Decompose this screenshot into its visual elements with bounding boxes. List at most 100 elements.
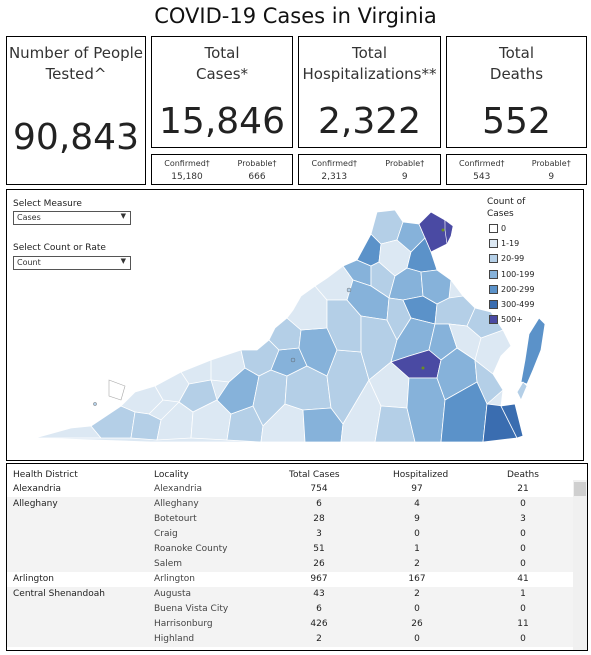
virginia-choropleth-map[interactable] (31, 200, 551, 450)
hosp-confirmed-label: Confirmed† (311, 159, 358, 168)
col-header-deaths[interactable]: Deaths (507, 470, 539, 480)
kpi-hosp-label-line1: Total (351, 44, 388, 62)
cell-total-cases: 6 (316, 499, 322, 509)
chevron-down-icon: ▼ (120, 257, 126, 265)
legend-swatch (489, 254, 498, 263)
table-row[interactable]: Alleghany Alleghany 6 4 0 (7, 497, 573, 512)
select-measure-value: Cases (17, 213, 41, 222)
region-greensville[interactable] (406, 377, 446, 443)
cell-deaths: 1 (520, 589, 526, 599)
col-header-total-cases[interactable]: Total Cases (289, 470, 340, 480)
table-row[interactable]: Roanoke County 51 1 0 (7, 542, 573, 557)
cell-deaths: 3 (520, 514, 526, 524)
hosp-confirmed-value: 2,313 (321, 172, 348, 182)
cell-locality: Harrisonburg (154, 619, 213, 629)
cell-total-cases: 2 (316, 634, 322, 644)
kpi-cases-breakdown: Confirmed† Probable† 15,180 666 (151, 154, 293, 185)
kpi-hosp-value: 2,322 (317, 101, 422, 142)
legend-label: 20-99 (501, 254, 525, 263)
region-arlington[interactable] (444, 219, 454, 245)
legend-item[interactable]: 500+ (489, 315, 523, 327)
table-row[interactable]: Alexandria Alexandria 754 97 21 (7, 482, 573, 497)
legend-item[interactable]: 0 (489, 224, 506, 236)
cell-health-district: Arlington (13, 574, 55, 584)
cell-locality: Arlington (154, 574, 196, 584)
region-norfolk[interactable] (500, 403, 524, 439)
table-row[interactable]: Salem 26 2 0 (7, 557, 573, 572)
city-marker (93, 402, 97, 406)
legend-label: 0 (501, 224, 507, 233)
region-lee[interactable] (34, 425, 102, 439)
legend-label: 500+ (501, 315, 523, 324)
legend-label: 300-499 (501, 300, 535, 309)
region-bland[interactable] (178, 379, 218, 413)
legend-label: 100-199 (501, 270, 535, 279)
cell-deaths: 11 (517, 619, 529, 629)
table-row[interactable]: Craig 3 0 0 (7, 527, 573, 542)
kpi-total-hospitalizations: Total Hospitalizations** 2,322 (298, 36, 441, 148)
region-northampton[interactable] (516, 381, 528, 401)
legend-swatch (489, 300, 498, 309)
table-row[interactable]: Botetourt 28 9 3 (7, 512, 573, 527)
col-header-health-district[interactable]: Health District (13, 470, 78, 480)
cell-hospitalized: 4 (414, 499, 420, 509)
region-accomack[interactable] (520, 317, 546, 385)
col-header-locality[interactable]: Locality (154, 470, 189, 480)
legend-item[interactable]: 20-99 (489, 254, 524, 266)
kpi-cases-label-line2: Cases* (195, 65, 249, 83)
cell-locality: Alleghany (154, 499, 199, 509)
legend-item[interactable]: 100-199 (489, 270, 534, 282)
legend-title-line2: Cases (487, 209, 514, 219)
table-row[interactable]: Arlington Arlington 967 167 41 (7, 572, 573, 587)
legend-item[interactable]: 1-19 (489, 239, 519, 251)
cell-deaths: 21 (517, 484, 529, 494)
select-count-dropdown[interactable]: Count ▼ (13, 256, 131, 270)
kpi-tested-label-line1: Number of People (8, 44, 144, 62)
chevron-down-icon: ▼ (120, 212, 126, 220)
cell-hospitalized: 0 (414, 604, 420, 614)
legend-label: 1-19 (501, 239, 520, 248)
region-scott[interactable] (90, 405, 136, 439)
kpi-tested-label-line2: Tested^ (45, 65, 107, 83)
cell-locality: Buena Vista City (154, 604, 229, 614)
cell-deaths: 0 (520, 604, 526, 614)
cell-hospitalized: 97 (411, 484, 423, 494)
legend-item[interactable]: 300-499 (489, 300, 534, 312)
cell-hospitalized: 0 (414, 634, 420, 644)
table-row[interactable]: Harrisonburg 426 26 11 (7, 617, 573, 632)
kpi-total-deaths: Total Deaths 552 (446, 36, 587, 148)
hosp-probable-value: 9 (401, 172, 408, 182)
col-header-hospitalized[interactable]: Hospitalized (393, 470, 449, 480)
cell-total-cases: 51 (313, 544, 325, 554)
kpi-hosp-breakdown: Confirmed† Probable† 2,313 9 (298, 154, 441, 185)
cell-locality: Highland (154, 634, 195, 644)
table-scrollbar-thumb[interactable] (574, 482, 586, 496)
table-scrollbar[interactable] (573, 480, 587, 650)
cell-hospitalized: 26 (411, 619, 423, 629)
legend-swatch (489, 315, 498, 324)
select-measure-dropdown[interactable]: Cases ▼ (13, 211, 131, 225)
legend-item[interactable]: 200-299 (489, 285, 534, 297)
cases-probable-label: Probable† (237, 159, 277, 168)
legend-swatch (489, 239, 498, 248)
cases-confirmed-value: 15,180 (171, 172, 203, 182)
cell-total-cases: 28 (313, 514, 325, 524)
select-count-label: Select Count or Rate (13, 243, 106, 253)
cell-locality: Roanoke County (154, 544, 228, 554)
kpi-people-tested: Number of People Tested^ 90,843 (6, 36, 146, 185)
kpi-deaths-value: 552 (482, 101, 551, 142)
cell-locality: Botetourt (154, 514, 197, 524)
select-measure-label: Select Measure (13, 199, 82, 209)
region-gloucester[interactable] (448, 323, 482, 361)
legend-swatch (489, 224, 498, 233)
table-row[interactable]: Buena Vista City 6 0 0 (7, 602, 573, 617)
legend-title-line1: Count of (487, 197, 526, 207)
cell-health-district: Alexandria (13, 484, 62, 494)
table-row[interactable]: Central Shenandoah Augusta 43 2 1 (7, 587, 573, 602)
map-panel: Select Measure Cases ▼ Select Count or R… (6, 189, 584, 461)
cell-deaths: 0 (520, 559, 526, 569)
table-row[interactable]: Highland 2 0 0 (7, 632, 573, 647)
cell-hospitalized: 167 (408, 574, 426, 584)
city-marker (421, 366, 425, 370)
region-buchanan[interactable] (108, 379, 126, 401)
